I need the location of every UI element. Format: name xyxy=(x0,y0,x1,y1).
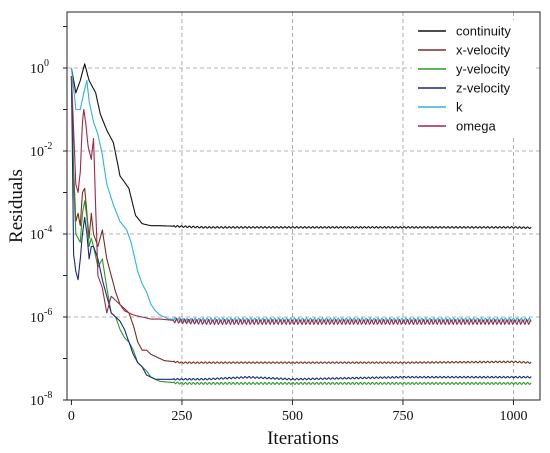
legend-label-continuity: continuity xyxy=(456,24,511,39)
x-tick-label: 0 xyxy=(68,409,75,424)
y-axis-title: Residuals xyxy=(6,169,27,243)
series-line-y-velocity xyxy=(70,76,532,385)
plot-frame xyxy=(66,11,541,401)
legend-label-k: k xyxy=(456,100,463,115)
x-tick-label: 750 xyxy=(392,409,413,424)
legend-label-y-velocity: y-velocity xyxy=(456,62,511,77)
x-axis-ticks: 0 250 500 750 1000 xyxy=(68,400,527,424)
legend-label-x-velocity: x-velocity xyxy=(456,43,511,58)
series-lines xyxy=(70,63,532,385)
y-tick-label: 100 xyxy=(30,58,49,77)
y-tick-label: 10-2 xyxy=(30,141,52,160)
y-tick-label: 10-8 xyxy=(30,390,52,409)
legend: continuity x-velocity y-velocity z-velocity… xyxy=(412,20,536,138)
x-axis-title: Iterations xyxy=(267,428,339,449)
legend-background xyxy=(412,20,536,138)
series-line-k xyxy=(70,67,532,323)
x-tick-label: 1000 xyxy=(499,409,527,424)
series-line-continuity xyxy=(70,63,532,230)
series-line-z-velocity xyxy=(70,76,532,381)
x-tick-label: 500 xyxy=(282,409,303,424)
y-tick-label: 10-4 xyxy=(30,224,52,243)
legend-label-z-velocity: z-velocity xyxy=(456,81,511,96)
x-tick-label: 250 xyxy=(171,409,192,424)
legend-label-omega: omega xyxy=(456,119,497,134)
y-tick-label: 10-6 xyxy=(30,307,52,326)
y-axis-ticks: 100 10-2 10-4 10-6 10-8 xyxy=(30,26,67,409)
series-line-omega xyxy=(70,76,532,325)
series-line-x-velocity xyxy=(70,76,532,364)
